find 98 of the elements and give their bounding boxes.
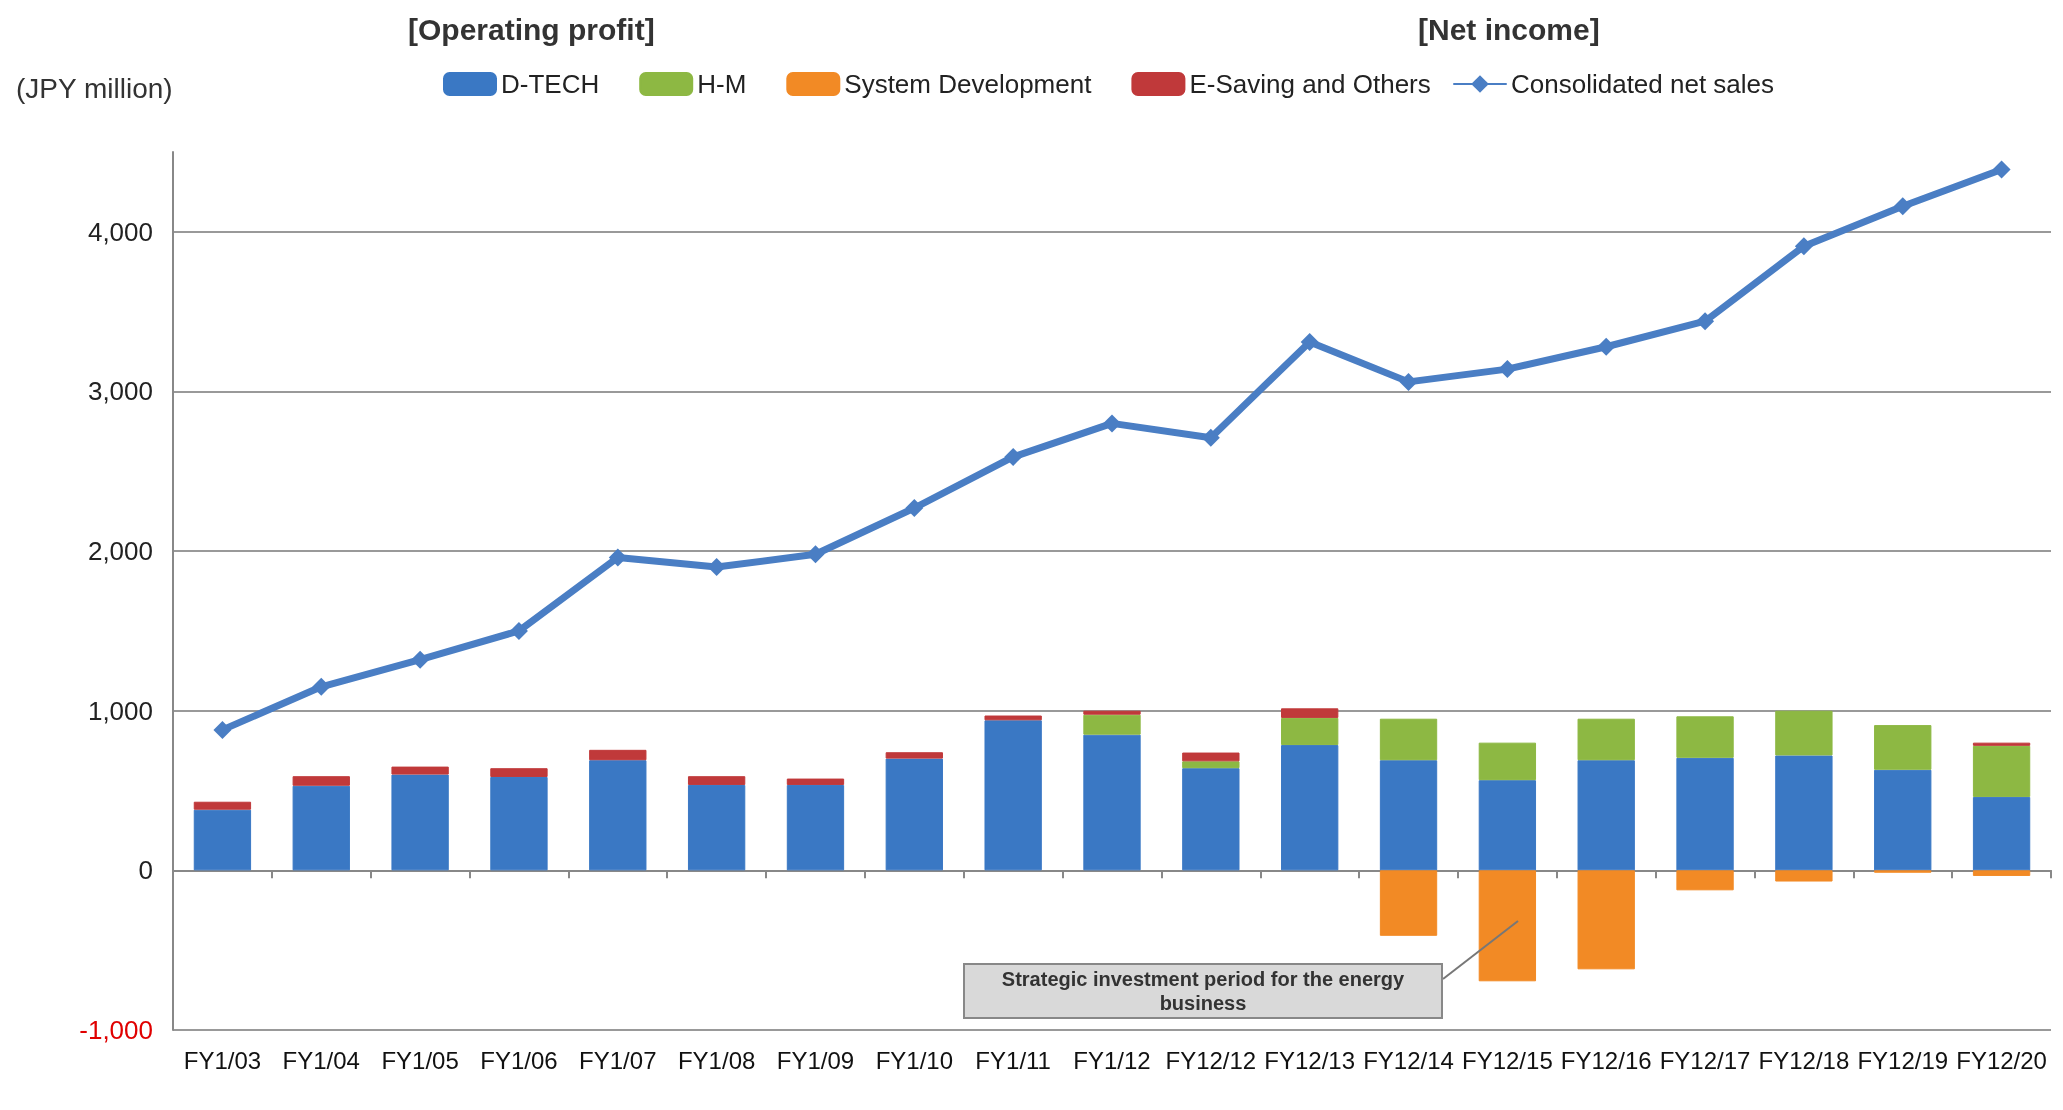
bar xyxy=(1577,760,1635,871)
bar xyxy=(1676,870,1734,891)
bar xyxy=(1083,710,1141,715)
y-tick-label: -1,000 xyxy=(79,1015,153,1045)
bar xyxy=(1972,870,2031,876)
bar xyxy=(1676,716,1734,758)
bar xyxy=(1182,752,1240,762)
x-tick-label: FY1/06 xyxy=(480,1046,558,1074)
point xyxy=(608,548,627,567)
point xyxy=(1103,414,1121,433)
bar xyxy=(885,758,943,871)
point xyxy=(905,498,924,517)
bar xyxy=(1379,718,1438,761)
x-tick-label: FY1/12 xyxy=(1073,1046,1151,1074)
bar xyxy=(1676,757,1734,871)
bar xyxy=(1577,870,1635,970)
bar xyxy=(1577,718,1635,761)
x-tick-label: FY1/04 xyxy=(282,1046,360,1074)
bar xyxy=(687,784,746,871)
bar xyxy=(1182,768,1240,871)
x-tick-label: FY12/18 xyxy=(1758,1046,1850,1074)
bar xyxy=(193,809,252,871)
bar xyxy=(687,776,746,785)
bar xyxy=(1972,742,2031,746)
bar xyxy=(490,768,548,777)
point xyxy=(213,720,232,739)
bar xyxy=(1874,725,1932,770)
bar xyxy=(1182,761,1240,769)
bar xyxy=(1972,796,2031,871)
x-tick-label: FY1/09 xyxy=(776,1046,855,1074)
bar xyxy=(1972,745,2031,797)
point xyxy=(1498,360,1517,379)
bar xyxy=(984,720,1042,871)
bar xyxy=(391,774,449,871)
x-tick-label: FY12/12 xyxy=(1165,1046,1257,1074)
x-tick-label: FY12/17 xyxy=(1659,1046,1751,1074)
bar xyxy=(786,784,845,871)
bar xyxy=(490,776,548,871)
point xyxy=(1597,337,1616,356)
bar xyxy=(1874,769,1932,871)
bar xyxy=(391,766,449,775)
bar xyxy=(1478,870,1537,982)
point xyxy=(509,621,528,640)
bar xyxy=(1775,870,1833,882)
x-tick-label: FY1/08 xyxy=(677,1046,756,1074)
point xyxy=(1696,312,1715,331)
legend-label: E-Saving and Others xyxy=(1189,69,1431,99)
bar xyxy=(1478,780,1537,871)
bar xyxy=(1083,714,1141,735)
y-tick-label: 2,000 xyxy=(87,536,153,567)
bar xyxy=(1281,717,1339,746)
bar xyxy=(589,760,647,871)
x-tick-label: FY12/20 xyxy=(1956,1046,2047,1074)
bar xyxy=(292,785,350,871)
point xyxy=(1004,447,1023,466)
y-tick-label: 3,000 xyxy=(87,376,153,407)
point xyxy=(312,677,331,696)
text: [Operating profit] xyxy=(408,12,655,46)
point xyxy=(1794,237,1813,256)
bar xyxy=(1281,745,1339,871)
text: [Net income] xyxy=(1418,12,1600,46)
legend-label: D-TECH xyxy=(501,69,600,99)
legend-label: Consolidated net sales xyxy=(1511,69,1775,99)
x-tick-label: FY1/10 xyxy=(875,1046,954,1074)
legend-label: H-M xyxy=(697,69,747,99)
bar xyxy=(885,752,943,759)
bar xyxy=(1083,734,1141,871)
x-tick-label: FY1/07 xyxy=(579,1046,657,1074)
bar xyxy=(984,715,1042,721)
bar xyxy=(1379,760,1438,871)
bar xyxy=(786,778,845,785)
x-tick-label: FY1/05 xyxy=(381,1046,459,1074)
x-tick-label: FY12/16 xyxy=(1560,1046,1652,1074)
x-tick-label: FY12/19 xyxy=(1857,1046,1949,1074)
x-tick-label: FY12/13 xyxy=(1264,1046,1356,1074)
x-tick-label: FY1/03 xyxy=(183,1046,262,1074)
x-tick-label: FY12/15 xyxy=(1462,1046,1553,1074)
y-tick-label: 1,000 xyxy=(87,695,153,726)
bar xyxy=(1281,708,1339,718)
bar xyxy=(1478,742,1537,781)
bar xyxy=(1379,870,1438,936)
x-tick-label: FY12/14 xyxy=(1363,1046,1454,1074)
y-tick-label: 0 xyxy=(138,855,153,886)
y-axis-title: (JPY million) xyxy=(16,72,173,104)
x-tick-label: FY1/11 xyxy=(975,1046,1051,1074)
bar xyxy=(589,749,647,761)
bar xyxy=(292,776,350,786)
bar xyxy=(1775,755,1833,871)
point xyxy=(1300,332,1319,351)
bar xyxy=(193,801,252,810)
point xyxy=(1399,372,1418,391)
legend-label: System Development xyxy=(844,69,1093,99)
y-tick-label: 4,000 xyxy=(87,216,153,247)
point xyxy=(411,650,430,669)
annotation: Strategic investment period for the energy business xyxy=(1000,967,1406,1015)
point xyxy=(1893,197,1912,216)
point xyxy=(1992,160,2011,179)
bar xyxy=(1775,710,1833,756)
